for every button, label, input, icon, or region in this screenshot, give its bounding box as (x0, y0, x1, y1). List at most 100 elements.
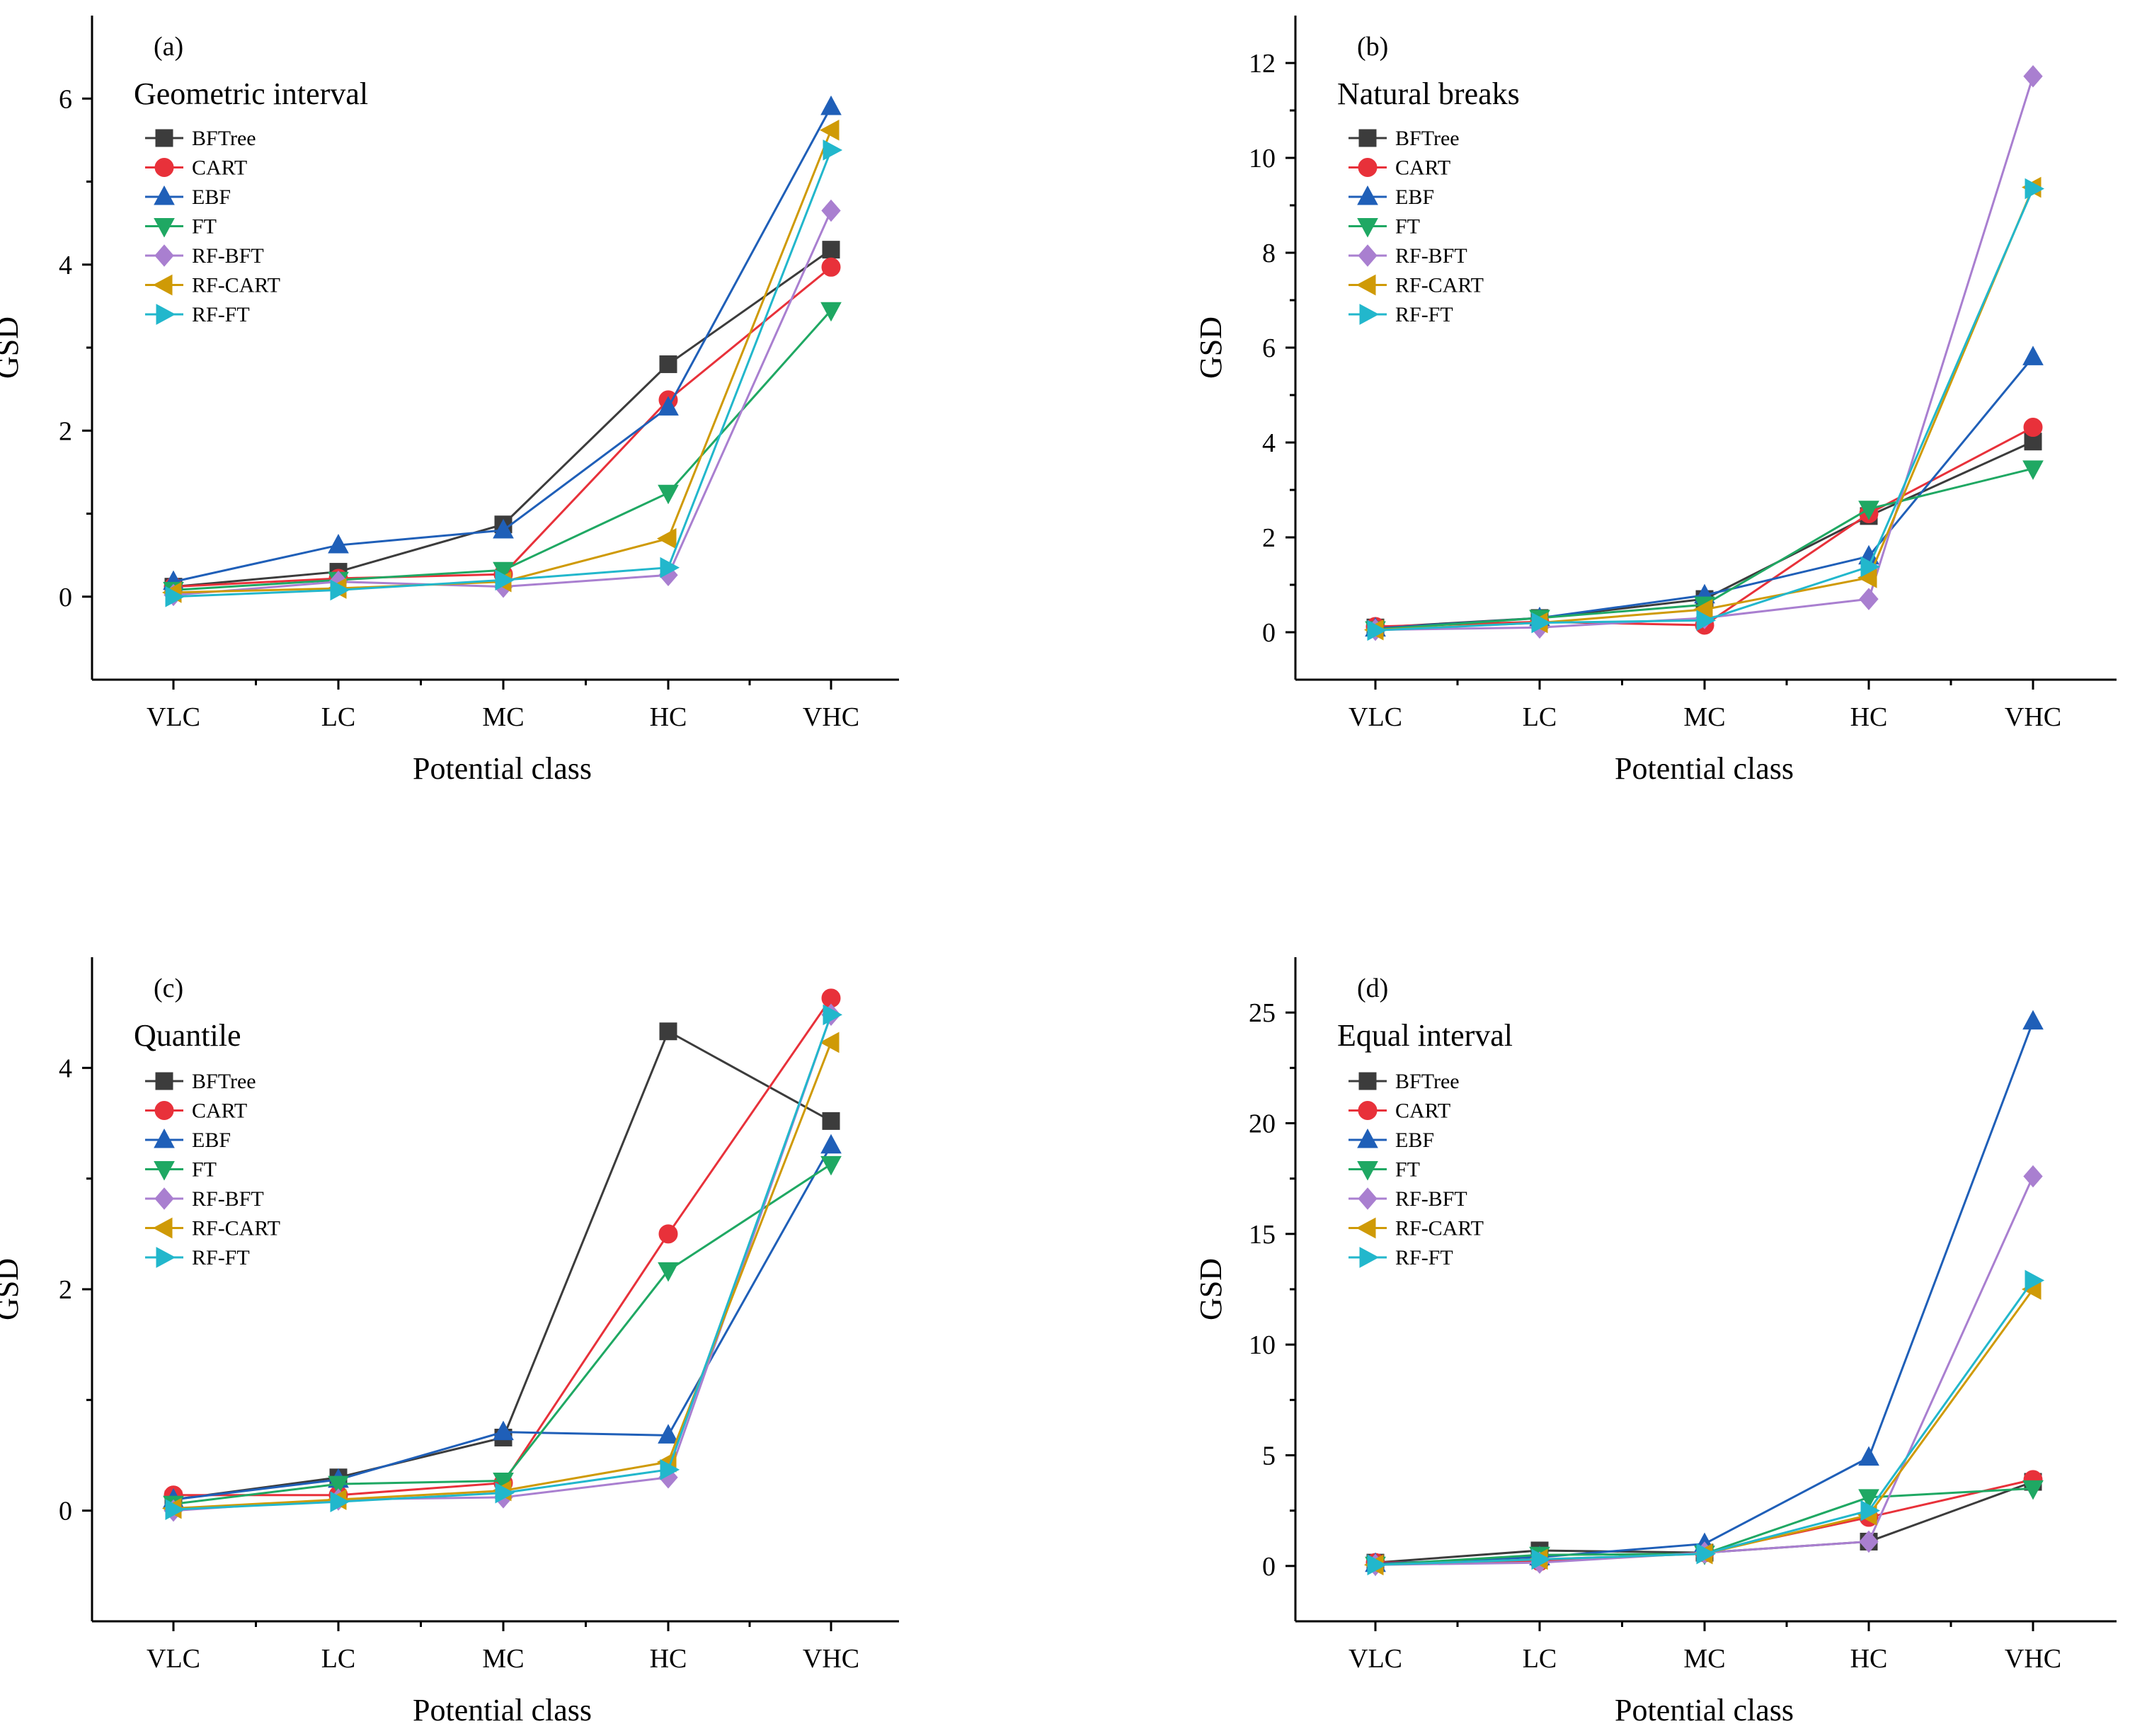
panel-label: (a) (154, 32, 183, 62)
legend-marker-rf-ft (1359, 304, 1380, 325)
legend-item-rf-cart: RF-CART (1349, 1217, 1484, 1240)
series-rf-ft (1367, 1269, 2045, 1576)
series-rf-bft (164, 199, 841, 607)
data-point-rf-ft-lc (330, 579, 350, 601)
x-tick-label-mc: MC (482, 1644, 524, 1674)
legend: BFTree CART EBF FT RF-BFT RF-CART RF-FT (145, 127, 280, 326)
legend-marker-bftree (1358, 1072, 1377, 1090)
series-line (173, 997, 832, 1497)
x-tick-label-vlc: VLC (147, 1644, 200, 1674)
legend-item-rf-cart: RF-CART (1349, 274, 1484, 297)
x-tick-label-vlc: VLC (1349, 1644, 1402, 1674)
data-point-ft-hc (658, 1262, 679, 1282)
legend-item-ft: FT (145, 215, 217, 239)
chart-panel-c: 0 2 4 VLC LC MC HC VHC Potential class GSD (c) Quan… (0, 957, 899, 1728)
panel-title: Natural breaks (1337, 76, 1520, 111)
legend-item-rf-cart: RF-CART (145, 274, 280, 297)
data-point-cart-vhc (2023, 418, 2043, 438)
legend-marker-bftree (155, 129, 173, 147)
legend-item-ebf: EBF (1349, 185, 1434, 209)
data-point-ebf-lc (328, 534, 349, 554)
data-point-rf-cart-vhc (819, 119, 840, 141)
data-point-rf-ft-mc (495, 569, 515, 591)
y-tick-label: 0 (59, 583, 72, 612)
legend-marker-ft (1357, 218, 1378, 238)
x-tick-label-lc: LC (321, 1644, 356, 1674)
legend-label: CART (1395, 1100, 1450, 1123)
data-point-rf-bft-vhc (2023, 64, 2043, 88)
chart-panel-b: 0 2 4 6 8 10 12 VLC LC MC HC VHC Potential class GSD (… (1193, 16, 2117, 786)
panel-title: Equal interval (1337, 1018, 1513, 1053)
data-point-rf-ft-mc (495, 1482, 515, 1504)
series-line (173, 1145, 832, 1501)
legend-label: RF-CART (192, 274, 280, 297)
legend-marker-cart (154, 158, 174, 177)
y-tick-label: 6 (1262, 333, 1276, 363)
legend-label: RF-FT (192, 1246, 250, 1269)
legend-item-ft: FT (1349, 1158, 1420, 1182)
data-point-ft-vhc (820, 302, 842, 322)
legend-item-ebf: EBF (1349, 1128, 1434, 1152)
legend-marker-rf-ft (156, 304, 176, 325)
legend-item-ft: FT (145, 1158, 217, 1182)
y-tick-label: 6 (59, 84, 72, 114)
legend-item-rf-ft: RF-FT (145, 303, 250, 326)
legend-label: FT (1395, 215, 1420, 239)
legend-marker-bftree (1358, 129, 1377, 147)
series-rf-ft (1367, 178, 2045, 641)
legend-item-rf-bft: RF-BFT (145, 244, 264, 268)
y-axis-title: GSD (0, 1258, 25, 1320)
data-point-bftree-vhc (822, 1112, 840, 1130)
y-tick-label: 4 (59, 1053, 72, 1083)
data-point-ft-vhc (2022, 460, 2044, 480)
legend-item-cart: CART (1349, 156, 1450, 180)
data-point-cart-hc (658, 1224, 678, 1244)
legend-label: CART (192, 1100, 247, 1123)
legend-marker-ebf (1357, 1128, 1378, 1148)
series-ft (163, 302, 842, 602)
series-ft (163, 1155, 842, 1516)
legend-label: CART (192, 156, 247, 180)
data-point-rf-bft-hc (1859, 1530, 1879, 1553)
legend-label: RF-BFT (192, 244, 264, 268)
data-point-rf-ft-lc (1531, 612, 1552, 634)
y-tick-label: 8 (1262, 239, 1276, 268)
data-point-rf-ft-vlc (1367, 619, 1387, 641)
legend-marker-cart (1358, 1101, 1378, 1120)
legend-item-rf-bft: RF-BFT (145, 1187, 264, 1211)
data-point-rf-ft-hc (660, 1458, 680, 1480)
data-point-rf-bft-vhc (2023, 1165, 2043, 1188)
y-axis-title: GSD (0, 316, 25, 379)
series-rf-ft (165, 139, 843, 607)
x-axis-title: Potential class (413, 751, 592, 786)
series-line (1375, 1279, 2034, 1566)
data-point-rf-ft-lc (1531, 1548, 1552, 1570)
y-tick-label: 0 (59, 1497, 72, 1526)
chart-panel-a: 0 2 4 6 VLC LC MC HC VHC Potential class GSD (a) Geo… (0, 16, 899, 786)
data-point-bftree-hc (659, 355, 677, 373)
legend-item-ft: FT (1349, 215, 1420, 239)
data-point-ebf-vhc (820, 1133, 842, 1154)
series-line (1375, 1021, 2034, 1565)
data-point-rf-ft-lc (330, 1491, 350, 1512)
data-point-ft-hc (1858, 1489, 1879, 1509)
legend-marker-rf-ft (156, 1247, 176, 1268)
legend-item-bftree: BFTree (145, 127, 256, 150)
legend-label: FT (192, 1158, 217, 1182)
data-point-rf-ft-hc (660, 556, 680, 578)
legend-label: EBF (192, 185, 231, 209)
data-point-rf-ft-hc (1860, 1500, 1881, 1521)
y-tick-label: 15 (1249, 1220, 1276, 1250)
series-line (173, 106, 832, 583)
series-line (173, 1163, 832, 1505)
chart-panel-d: 0 5 10 15 20 25 VLC LC MC HC VHC Potential class GSD… (1193, 957, 2117, 1728)
legend-item-rf-ft: RF-FT (1349, 303, 1453, 326)
x-tick-label-vlc: VLC (1349, 702, 1402, 732)
series-line (173, 266, 832, 588)
data-point-rf-bft-vhc (821, 199, 841, 222)
x-axis-title: Potential class (413, 1693, 592, 1728)
legend-item-rf-ft: RF-FT (1349, 1246, 1453, 1269)
series-rf-ft (165, 1004, 843, 1520)
x-tick-label-mc: MC (1683, 702, 1725, 732)
legend-marker-rf-ft (1359, 1247, 1380, 1268)
